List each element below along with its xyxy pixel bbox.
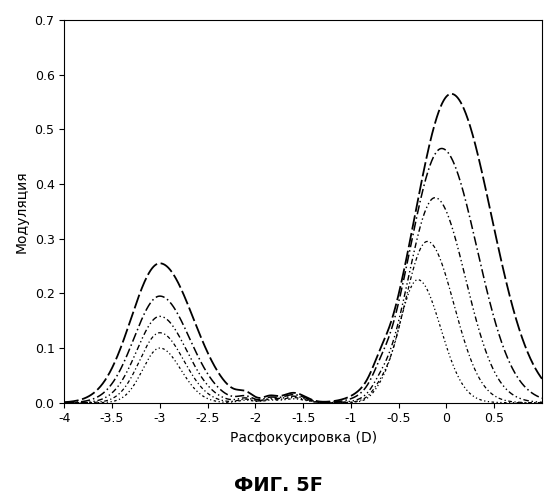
X-axis label: Расфокусировка (D): Расфокусировка (D) <box>229 431 377 445</box>
Text: ФИГ. 5F: ФИГ. 5F <box>234 476 323 495</box>
Y-axis label: Модуляция: Модуляция <box>15 170 29 252</box>
